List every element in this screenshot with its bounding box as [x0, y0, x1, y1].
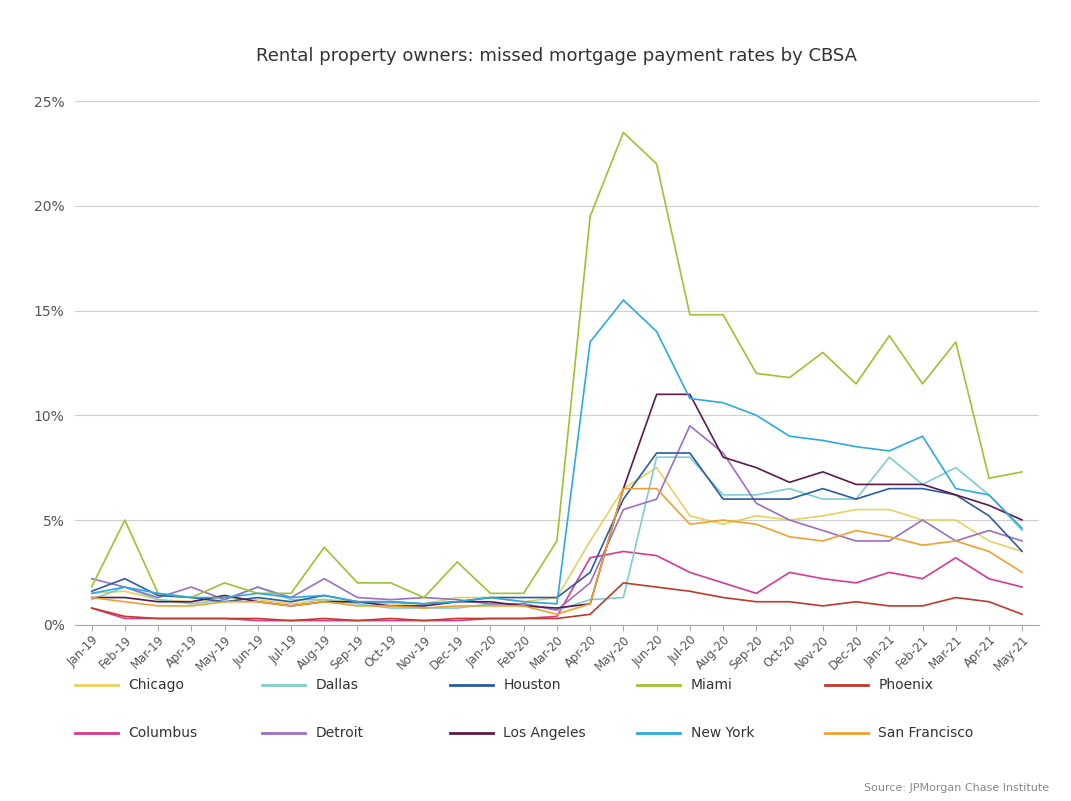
Text: San Francisco: San Francisco — [878, 726, 974, 740]
Text: Los Angeles: Los Angeles — [503, 726, 586, 740]
Text: Phoenix: Phoenix — [878, 678, 933, 692]
Text: Columbus: Columbus — [129, 726, 198, 740]
Text: New York: New York — [691, 726, 754, 740]
Title: Rental property owners: missed mortgage payment rates by CBSA: Rental property owners: missed mortgage … — [256, 46, 858, 65]
Text: Houston: Houston — [503, 678, 561, 692]
Text: Chicago: Chicago — [129, 678, 184, 692]
Text: Source: JPMorgan Chase Institute: Source: JPMorgan Chase Institute — [864, 783, 1050, 793]
Text: Detroit: Detroit — [316, 726, 364, 740]
Text: Miami: Miami — [691, 678, 733, 692]
Text: Dallas: Dallas — [316, 678, 359, 692]
